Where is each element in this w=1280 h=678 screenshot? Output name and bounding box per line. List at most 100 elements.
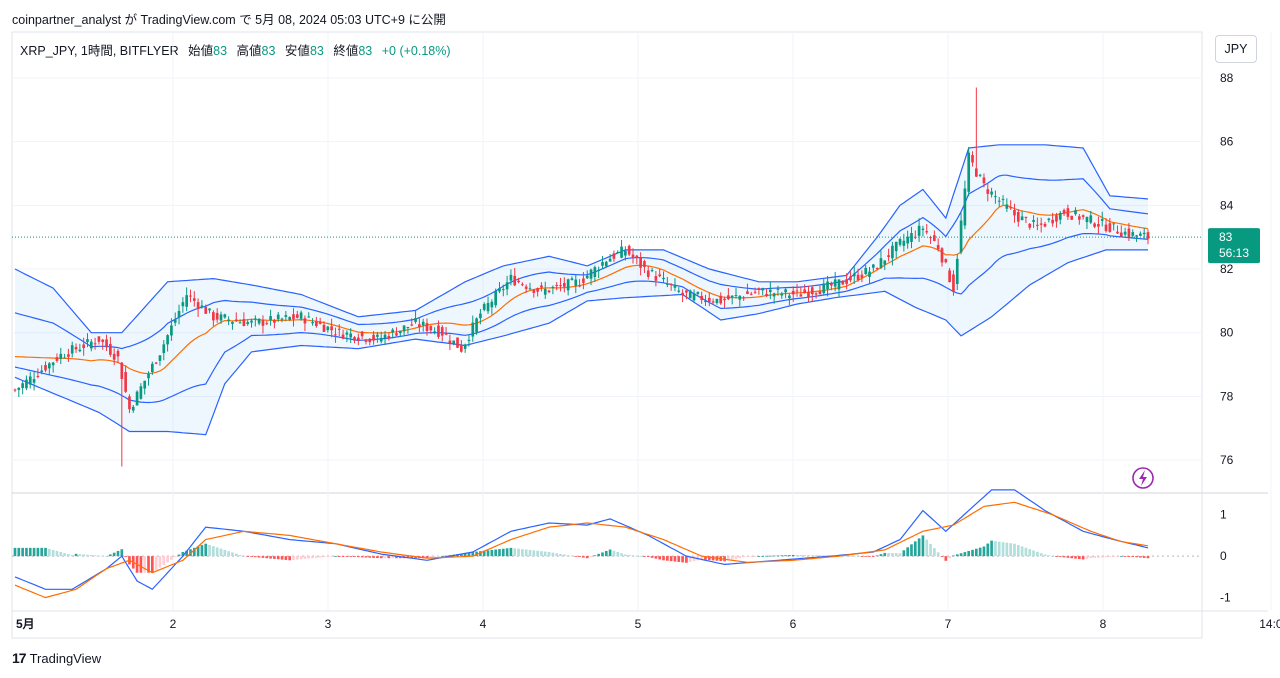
candle-body [440,327,444,336]
candle-body [658,274,662,277]
candle-body [82,344,86,349]
macd-histogram-bar [124,556,127,557]
macd-histogram-bar [47,548,51,557]
macd-histogram-bar [269,556,272,559]
macd-histogram-bar [753,556,757,557]
candle-body [807,291,810,298]
macd-histogram-bar [868,556,871,557]
candle-body [871,264,875,268]
candle-body [1146,232,1150,239]
macd-histogram-bar [257,556,261,558]
macd-histogram-bar [482,550,486,557]
macd-histogram-bar [238,554,242,557]
candle-body [150,363,154,373]
candle-body [173,319,177,323]
macd-histogram-bar [170,556,173,560]
macd-histogram-bar [1062,556,1066,558]
candle-body [433,331,436,333]
candle-body [692,293,696,301]
candle-body [376,334,379,337]
high-value: 83 [261,44,276,58]
candle-body [974,168,978,177]
candle-body [372,334,375,341]
candle-body [196,302,200,310]
candle-body [1028,223,1032,228]
candle-body [894,241,898,252]
candle-body [654,276,658,281]
macd-histogram-bar [32,547,36,557]
macd-histogram-bar [273,556,276,559]
footer-brand[interactable]: TradingView [29,650,102,666]
macd-histogram-bar [730,556,734,560]
candle-body [143,380,147,389]
lightning-icon-bolt [1139,470,1147,486]
candle-body [616,251,620,253]
macd-histogram-bar [51,549,55,557]
candle-body [685,290,688,293]
candle-body [799,294,803,297]
macd-histogram-bar [395,556,398,559]
candle-body [730,295,734,298]
candle-body [921,228,925,230]
candle-body [1062,210,1066,214]
candle-body [738,295,742,300]
tradingview-logo-icon[interactable]: 17 [12,650,27,666]
candle-body [1142,232,1146,235]
candle-body [47,363,51,369]
candle-body [620,246,623,258]
candle-body [677,290,681,292]
macd-histogram-bar [101,555,105,557]
candle-body [51,362,55,366]
macd-histogram-bar [589,556,593,557]
symbol-label[interactable]: XRP_JPY, 1時間, BITFLYER [20,44,179,58]
macd-histogram-bar [799,555,803,557]
macd-histogram-bar [582,556,585,558]
macd-histogram-bar [746,556,749,557]
macd-histogram-bar [1135,556,1138,558]
candle-body [337,328,341,330]
macd-histogram-bar [707,556,711,561]
candle-body [78,349,82,352]
candle-body [128,396,131,410]
macd-histogram-bar [757,556,761,557]
x-tick-label: 7 [945,617,952,631]
candle-body [925,231,929,233]
macd-histogram-bar [21,547,24,557]
macd-histogram-bar [368,556,372,558]
macd-histogram-bar [1020,546,1024,557]
macd-histogram-bar [250,556,253,557]
candle-body [601,262,604,266]
candle-body [219,314,223,321]
candle-body [242,319,246,327]
macd-histogram-bar [593,555,597,557]
candle-body [681,292,684,295]
candle-body [395,333,398,336]
candle-body [746,291,749,295]
candle-body [421,321,425,326]
candle-body [299,312,303,319]
macd-histogram-bar [948,556,951,559]
macd-histogram-bar [944,556,948,561]
candle-body [902,240,906,246]
candle-body [536,288,539,292]
macd-histogram-bar [967,550,971,557]
candle-body [631,254,635,258]
candle-body [803,289,807,294]
macd-histogram-bar [982,546,986,557]
macd-histogram-bar [379,556,383,559]
macd-histogram-bar [1001,542,1005,557]
lightning-icon[interactable] [1132,467,1154,489]
macd-histogram-bar [459,553,463,557]
candle-body [1005,204,1009,209]
candle-body [32,379,36,383]
currency-button[interactable]: JPY [1215,35,1257,63]
candle-body [749,293,753,295]
macd-histogram-bar [1093,556,1096,558]
macd-histogram-bar [650,556,654,558]
candle-body [757,288,761,290]
candle-body [109,343,112,355]
candle-body [1112,223,1116,225]
macd-histogram-bar [1100,556,1104,558]
macd-histogram-bar [1047,555,1051,557]
